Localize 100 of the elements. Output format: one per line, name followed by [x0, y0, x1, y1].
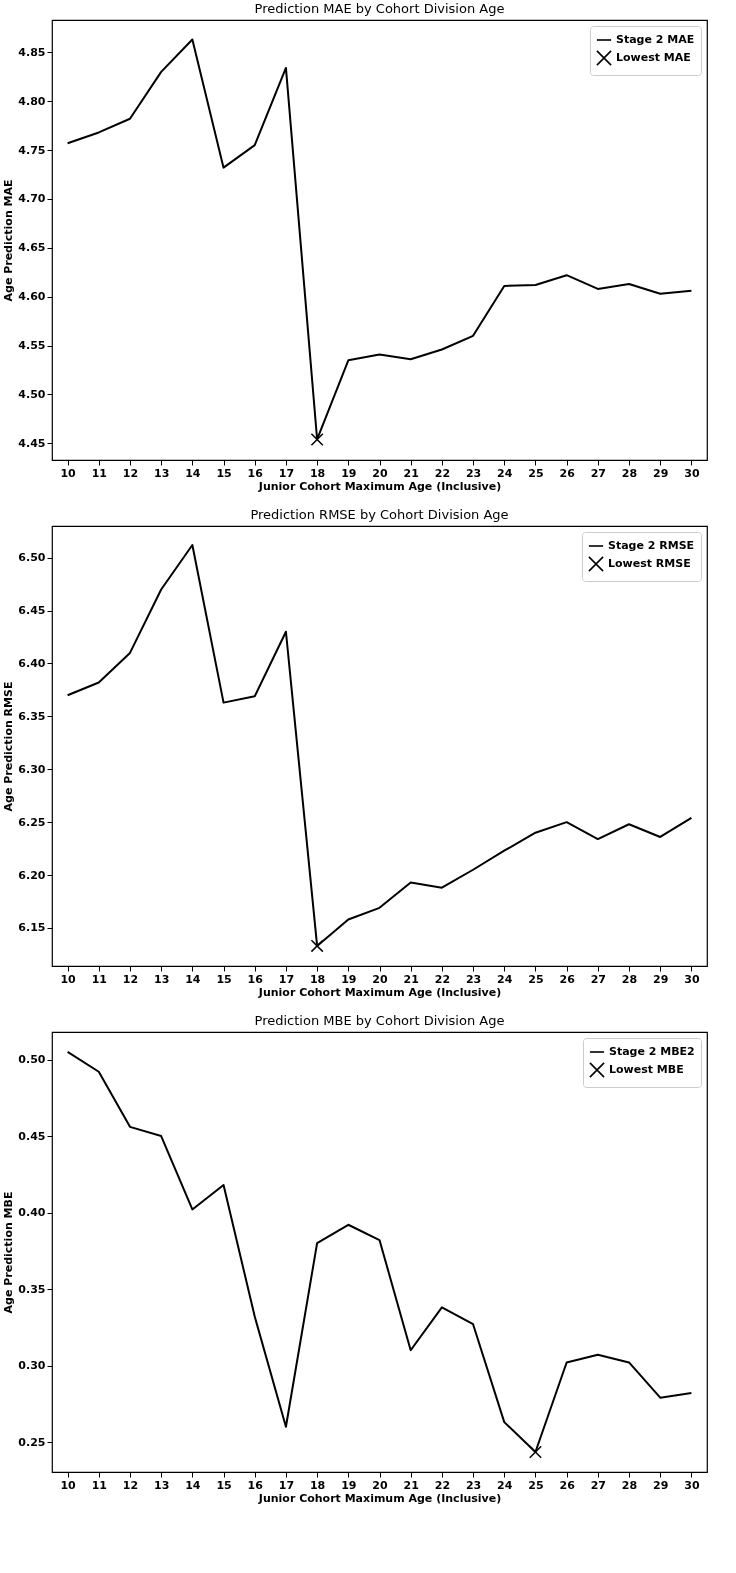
y-tick-label: 6.25 — [18, 815, 46, 829]
y-tick-label: 6.35 — [18, 709, 46, 723]
y-tick-label: 0.45 — [18, 1129, 46, 1143]
x-tick-label: 12 — [122, 972, 139, 986]
x-tick-label: 10 — [60, 972, 77, 986]
x-tick-label: 11 — [91, 466, 107, 480]
legend-label: Lowest MAE — [616, 51, 691, 64]
y-tick-label: 4.70 — [18, 192, 46, 206]
x-tick-label: 23 — [465, 466, 482, 480]
legend-label: Stage 2 RMSE — [608, 539, 695, 552]
x-tick-label: 15 — [216, 1478, 232, 1492]
y-tick-label: 6.30 — [18, 762, 46, 776]
x-tick-label: 23 — [465, 972, 482, 986]
x-tick-label: 24 — [497, 466, 513, 480]
x-tick-label: 14 — [185, 1478, 201, 1492]
x-tick-label: 20 — [372, 1478, 388, 1492]
chart-title: Prediction MAE by Cohort Division Age — [254, 1, 505, 16]
x-tick-label: 16 — [247, 972, 264, 986]
y-tick-label: 0.35 — [18, 1282, 46, 1296]
x-tick-label: 18 — [309, 1478, 326, 1492]
x-tick-label: 28 — [621, 1478, 638, 1492]
x-tick-label: 27 — [590, 972, 606, 986]
x-tick-label: 29 — [653, 1478, 669, 1492]
x-tick-label: 26 — [559, 466, 576, 480]
y-tick-label: 6.40 — [18, 657, 46, 670]
y-tick-label: 6.45 — [18, 604, 46, 618]
x-tick-label: 21 — [403, 972, 419, 986]
x-tick-label: 15 — [216, 972, 232, 986]
x-tick-label: 22 — [434, 972, 451, 986]
x-tick-label: 20 — [372, 466, 388, 480]
y-tick-label: 4.85 — [18, 45, 46, 59]
y-tick-label: 0.25 — [18, 1435, 46, 1449]
x-tick-label: 11 — [91, 972, 107, 986]
x-axis-title: Junior Cohort Maximum Age (Inclusive) — [257, 479, 502, 493]
x-tick-label: 25 — [528, 466, 544, 480]
x-tick-label: 12 — [122, 466, 139, 480]
y-axis-title: Age Prediction RMSE — [2, 681, 16, 812]
y-tick-label: 4.60 — [18, 290, 46, 304]
x-tick-label: 29 — [653, 466, 669, 480]
x-tick-label: 10 — [60, 466, 77, 480]
x-tick-label: 28 — [621, 972, 638, 986]
x-tick-label: 18 — [309, 972, 326, 986]
y-tick-label: 0.40 — [18, 1206, 46, 1220]
y-tick-label: 6.50 — [18, 551, 46, 565]
x-tick-label: 21 — [403, 466, 419, 480]
x-tick-label: 30 — [684, 466, 700, 480]
chart-title: Prediction MBE by Cohort Division Age — [254, 1013, 505, 1028]
x-tick-label: 27 — [590, 1478, 606, 1492]
x-axis-title: Junior Cohort Maximum Age (Inclusive) — [257, 985, 502, 999]
x-tick-label: 27 — [590, 466, 606, 480]
y-tick-label: 4.65 — [18, 241, 46, 255]
chart-title: Prediction RMSE by Cohort Division Age — [250, 507, 509, 522]
x-tick-label: 19 — [341, 1478, 357, 1492]
x-tick-label: 17 — [278, 466, 295, 480]
x-tick-label: 15 — [216, 466, 232, 480]
x-tick-label: 14 — [185, 466, 201, 480]
x-tick-label: 19 — [341, 466, 357, 480]
x-tick-label: 13 — [154, 466, 170, 480]
y-tick-label: 4.75 — [18, 143, 46, 157]
y-tick-label: 4.50 — [18, 387, 46, 401]
x-tick-label: 17 — [278, 1478, 295, 1492]
x-tick-label: 16 — [247, 1478, 264, 1492]
x-tick-label: 23 — [465, 1478, 482, 1492]
x-tick-label: 11 — [91, 1478, 107, 1492]
x-tick-label: 10 — [60, 1478, 77, 1492]
x-tick-label: 21 — [403, 1478, 419, 1492]
y-tick-label: 4.55 — [18, 339, 46, 353]
x-tick-label: 26 — [559, 1478, 576, 1492]
x-tick-label: 14 — [185, 972, 201, 986]
x-tick-label: 19 — [341, 972, 357, 986]
y-tick-label: 4.45 — [18, 436, 46, 450]
x-tick-label: 17 — [278, 972, 295, 986]
x-tick-label: 28 — [621, 466, 638, 480]
x-tick-label: 24 — [497, 972, 513, 986]
x-tick-label: 29 — [653, 972, 669, 986]
x-tick-label: 26 — [559, 972, 576, 986]
x-tick-label: 22 — [434, 466, 451, 480]
y-tick-label: 0.50 — [18, 1053, 46, 1067]
x-tick-label: 16 — [247, 466, 264, 480]
y-tick-label: 6.20 — [18, 868, 46, 882]
x-tick-label: 13 — [154, 1478, 170, 1492]
y-tick-label: 0.30 — [18, 1359, 46, 1373]
x-tick-label: 18 — [309, 466, 326, 480]
x-tick-label: 25 — [528, 1478, 544, 1492]
x-tick-label: 25 — [528, 972, 544, 986]
y-tick-label: 6.15 — [18, 921, 46, 935]
x-tick-label: 13 — [154, 972, 170, 986]
x-axis-title: Junior Cohort Maximum Age (Inclusive) — [257, 1491, 502, 1505]
legend-label: Stage 2 MAE — [616, 33, 695, 46]
x-tick-label: 22 — [434, 1478, 451, 1492]
x-tick-label: 24 — [497, 1478, 513, 1492]
x-tick-label: 20 — [372, 972, 388, 986]
legend-label: Lowest RMSE — [608, 557, 691, 570]
x-tick-label: 30 — [684, 1478, 700, 1492]
y-axis-title: Age Prediction MAE — [2, 179, 16, 302]
legend-label: Lowest MBE — [609, 1063, 684, 1076]
y-axis-title: Age Prediction MBE — [2, 1191, 16, 1314]
legend-label: Stage 2 MBE2 — [609, 1045, 695, 1058]
x-tick-label: 12 — [122, 1478, 139, 1492]
y-tick-label: 4.80 — [18, 94, 46, 108]
